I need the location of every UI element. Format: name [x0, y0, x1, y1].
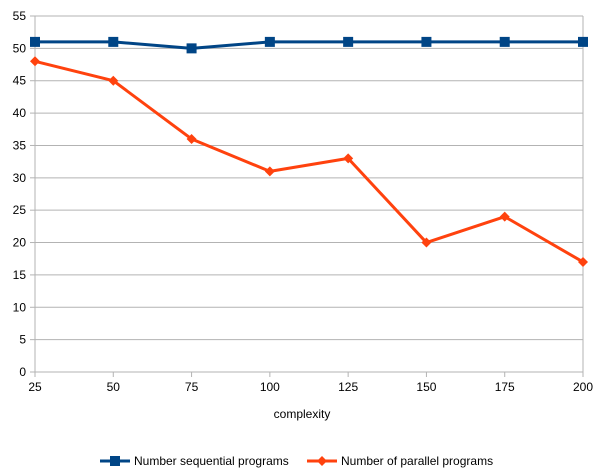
y-tick-label: 10	[13, 300, 27, 314]
data-point	[30, 36, 40, 47]
axes	[30, 15, 584, 377]
series-line	[34, 59, 584, 264]
y-tick-labels: 0 5 10 15 20 25 30 35 40 45 50 55	[13, 9, 27, 379]
data-point	[108, 36, 119, 47]
y-tick-label: 0	[19, 365, 26, 379]
legend-marker	[110, 456, 120, 466]
x-tick-label: 150	[416, 380, 436, 394]
y-tick-label: 25	[13, 203, 27, 217]
x-tick-label: 25	[28, 380, 42, 394]
x-tick-label: 175	[495, 380, 515, 394]
legend-label: Number of parallel programs	[341, 454, 493, 468]
y-tick-label: 30	[13, 171, 27, 185]
legend-marker	[317, 456, 327, 466]
data-point	[578, 256, 588, 267]
data-point	[264, 166, 275, 177]
x-tick-labels: 25 50 75 100 125 150 175 200	[28, 380, 593, 394]
series	[30, 36, 588, 267]
data-point	[343, 153, 354, 164]
data-point	[578, 36, 588, 47]
x-tick-label: 125	[338, 380, 358, 394]
data-point	[343, 36, 354, 47]
x-tick-label: 75	[185, 380, 199, 394]
y-tick-label: 35	[13, 138, 27, 152]
data-point	[421, 237, 432, 248]
data-point	[499, 36, 510, 47]
data-point	[30, 56, 40, 67]
y-tick-label: 40	[13, 106, 27, 120]
y-tick-label: 55	[13, 9, 27, 23]
y-tick-label: 15	[13, 268, 27, 282]
data-point	[108, 75, 119, 86]
legend: Number sequential programs Number of para…	[100, 454, 493, 468]
data-point	[264, 36, 275, 47]
x-tick-label: 100	[260, 380, 280, 394]
y-tick-label: 5	[19, 333, 26, 347]
data-point	[421, 36, 432, 47]
y-tick-label: 45	[13, 74, 27, 88]
series-2	[30, 56, 588, 267]
series-1	[30, 36, 588, 54]
x-axis-title: complexity	[274, 407, 331, 421]
legend-item-1: Number sequential programs	[100, 454, 289, 468]
series-line	[35, 40, 583, 50]
legend-item-2: Number of parallel programs	[307, 454, 493, 468]
data-point	[186, 133, 197, 144]
y-tick-label: 50	[13, 41, 27, 55]
data-point	[499, 211, 510, 222]
x-tick-label: 50	[107, 380, 121, 394]
y-tick-label: 20	[13, 236, 27, 250]
data-point	[186, 43, 197, 54]
legend-label: Number sequential programs	[134, 454, 289, 468]
x-tick-label: 200	[573, 380, 593, 394]
gridlines	[35, 15, 583, 373]
